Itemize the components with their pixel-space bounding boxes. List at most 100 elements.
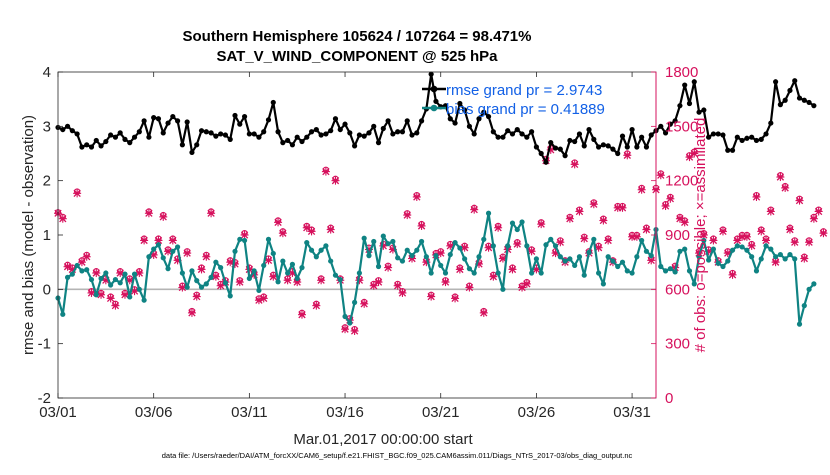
bias-point xyxy=(576,254,583,260)
bias-point xyxy=(366,253,372,259)
bias-point xyxy=(371,238,377,245)
bias-point xyxy=(720,263,726,270)
x-axis-label: Mar.01,2017 00:00:00 start xyxy=(293,431,473,448)
rmse-point xyxy=(538,150,544,157)
bias-point xyxy=(146,254,152,260)
rmse-point xyxy=(734,134,740,140)
bias-point xyxy=(514,226,520,233)
bias-point xyxy=(758,256,764,262)
obs-assimilated-marker xyxy=(479,308,488,317)
bias-point xyxy=(213,259,219,265)
bias-point xyxy=(629,270,635,276)
bias-point xyxy=(763,243,769,249)
bias-point xyxy=(251,268,257,274)
bias-point xyxy=(548,236,554,242)
rmse-point xyxy=(108,132,114,138)
rmse-point xyxy=(179,142,185,148)
obs-assimilated-marker xyxy=(556,238,565,247)
obs-assimilated-marker xyxy=(666,194,675,203)
rmse-point xyxy=(74,131,80,137)
rmse-point xyxy=(452,120,458,126)
obs-assimilated-marker xyxy=(278,229,287,238)
rmse-point xyxy=(380,125,386,132)
legend-rmse-marker xyxy=(430,85,438,93)
rmse-point xyxy=(208,130,214,136)
bias-point xyxy=(682,246,688,252)
rmse-point xyxy=(60,126,66,133)
bias-point xyxy=(414,247,420,253)
obs-assimilated-marker xyxy=(565,214,574,223)
bias-point xyxy=(227,293,233,299)
obs-assimilated-marker xyxy=(350,326,359,335)
rmse-point xyxy=(246,131,252,137)
obs-assimilated-marker xyxy=(570,160,579,169)
obs-assimilated-marker xyxy=(781,183,790,192)
bias-point xyxy=(385,241,391,247)
bias-point xyxy=(442,270,449,276)
rmse-point xyxy=(796,95,803,101)
bias-point xyxy=(74,262,80,269)
rmse-point xyxy=(122,136,128,142)
obs-assimilated-marker xyxy=(527,247,536,256)
rmse-point xyxy=(328,128,334,134)
x-tick-label: 03/06 xyxy=(135,404,173,421)
rmse-point xyxy=(758,136,764,142)
obs-assimilated-marker xyxy=(604,236,613,245)
obs-assimilated-marker xyxy=(661,202,670,211)
bias-point xyxy=(280,258,286,264)
rmse-point xyxy=(634,144,640,150)
rmse-point xyxy=(136,129,142,135)
rmse-point xyxy=(337,126,343,133)
obs-assimilated-marker xyxy=(369,281,378,290)
obs-assimilated-marker xyxy=(623,151,632,160)
rmse-point xyxy=(447,116,453,122)
bias-point xyxy=(619,259,626,265)
rmse-point xyxy=(624,144,630,150)
bias-point xyxy=(261,262,267,269)
rmse-point xyxy=(232,112,238,119)
rmse-point xyxy=(261,129,267,135)
y-axis-right: 0 300 600 900 1200 1500 1800 xyxy=(651,64,698,407)
rmse-point xyxy=(591,136,597,142)
bias-point xyxy=(380,233,386,239)
bias-point xyxy=(600,281,606,287)
obs-assimilated-marker xyxy=(183,249,192,258)
bias-point xyxy=(591,236,597,242)
bias-point xyxy=(667,266,673,272)
x-axis: 03/01 03/06 03/11 03/16 03/21 03/26 03/31 xyxy=(39,72,651,421)
obs-assimilated-marker xyxy=(733,236,742,245)
rmse-point xyxy=(256,134,262,140)
rmse-point xyxy=(476,116,482,122)
bias-point xyxy=(179,270,185,276)
bias-point xyxy=(198,284,205,290)
rmse-point xyxy=(409,132,415,138)
bias-point xyxy=(117,280,123,286)
bias-point xyxy=(64,274,71,280)
bias-point xyxy=(658,263,664,270)
rmse-point xyxy=(787,87,793,94)
rmse-point xyxy=(595,144,602,150)
rmse-point xyxy=(395,129,401,135)
rmse-point xyxy=(84,142,90,148)
rmse-point xyxy=(466,123,473,129)
bias-point xyxy=(586,249,592,255)
y-axis-left-label: rmse and bias (model - observation) xyxy=(20,115,37,355)
rmse-point xyxy=(729,147,736,153)
obs-assimilated-marker xyxy=(259,294,268,303)
rmse-point xyxy=(318,132,324,138)
obs-assimilated-marker xyxy=(709,236,718,245)
obs-assimilated-marker xyxy=(427,292,436,301)
rmse-point xyxy=(686,100,693,107)
bias-point xyxy=(79,268,85,274)
obs-assimilated-marker xyxy=(331,176,340,185)
obs-assimilated-marker xyxy=(192,292,201,301)
bias-point xyxy=(519,219,525,225)
bias-point xyxy=(165,266,171,272)
rmse-point xyxy=(79,144,85,150)
obs-assimilated-marker xyxy=(494,223,503,232)
y-right-tick-label: 600 xyxy=(665,281,690,298)
rmse-point xyxy=(610,146,616,152)
rmse-point xyxy=(629,126,635,133)
bias-point xyxy=(246,275,252,282)
obs-assimilated-marker xyxy=(785,225,794,234)
